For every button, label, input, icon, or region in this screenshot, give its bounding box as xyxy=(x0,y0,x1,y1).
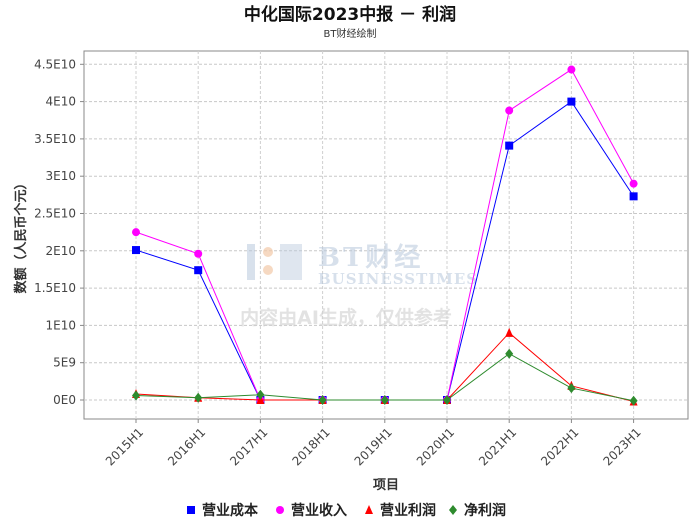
data-point xyxy=(276,506,284,514)
x-axis-ticks: 2015H1 2016H1 2017H1 2018H1 2019H1 2020H1 2021… xyxy=(103,419,644,468)
watermark-ai-notice: 内容由AI生成，仅供参考 xyxy=(240,306,452,329)
data-point xyxy=(629,179,638,188)
plot-area xyxy=(83,50,689,420)
x-tick-label: 2015H1 xyxy=(103,425,146,468)
data-point xyxy=(505,348,514,359)
y-tick-label: 3E10 xyxy=(46,169,77,183)
y-tick-label: 4E10 xyxy=(46,95,77,109)
watermark: BT财经 BUSINESSTIMES 内容由AI生成，仅供参考 xyxy=(240,242,478,329)
watermark-brand-en: BUSINESSTIMES xyxy=(318,270,478,288)
data-point xyxy=(567,97,576,106)
y-tick-label: 1E10 xyxy=(46,318,77,332)
data-point xyxy=(443,395,451,405)
data-point xyxy=(505,141,514,150)
watermark-logo-bar xyxy=(247,244,255,280)
x-tick-label: 2017H1 xyxy=(227,425,270,468)
x-tick-label: 2022H1 xyxy=(538,425,581,468)
legend-label: 营业利润 xyxy=(380,502,436,519)
legend-item: 净利润 xyxy=(449,502,506,519)
series-layer xyxy=(132,65,638,406)
x-tick-label: 2021H1 xyxy=(476,425,519,468)
data-point xyxy=(629,395,638,406)
legend-item: 营业成本 xyxy=(187,502,259,519)
watermark-brand: BT财经 xyxy=(318,242,423,273)
x-tick-label: 2023H1 xyxy=(600,425,643,468)
watermark-logo-block xyxy=(280,244,302,280)
data-point xyxy=(187,506,195,514)
data-point xyxy=(449,505,457,515)
y-tick-label: 5E9 xyxy=(53,356,76,370)
data-point xyxy=(505,327,514,337)
legend-item: 营业利润 xyxy=(365,502,436,519)
x-tick-label: 2016H1 xyxy=(165,425,208,468)
data-point xyxy=(380,395,389,405)
x-tick-label: 2020H1 xyxy=(414,425,457,468)
legend-label: 营业成本 xyxy=(202,502,259,519)
x-axis-title: 项目 xyxy=(373,478,399,493)
y-tick-label: 2E10 xyxy=(46,244,77,258)
data-point xyxy=(194,392,203,403)
data-point xyxy=(132,228,140,237)
data-point xyxy=(318,395,327,405)
watermark-logo-dot xyxy=(263,247,273,257)
x-tick-label: 2019H1 xyxy=(352,425,395,468)
y-axis-ticks: 0E0 5E9 1E10 1.5E10 2E10 2.5E10 3E10 3.5E10 4E10… xyxy=(34,57,84,407)
data-point xyxy=(132,246,140,255)
legend-item: 营业收入 xyxy=(276,502,347,519)
y-tick-label: 2.5E10 xyxy=(34,207,76,221)
legend-label: 净利润 xyxy=(464,502,506,519)
data-point xyxy=(505,106,514,115)
legend-label: 营业收入 xyxy=(291,502,347,519)
watermark-logo-dot xyxy=(263,265,273,275)
y-tick-label: 3.5E10 xyxy=(34,132,76,146)
chart-title: 中化国际2023中报 － 利润 xyxy=(244,4,456,25)
data-point xyxy=(567,65,576,74)
series-diamond xyxy=(132,348,638,406)
x-tick-label: 2018H1 xyxy=(289,425,332,468)
data-point xyxy=(567,383,576,394)
data-point xyxy=(256,389,265,400)
data-point xyxy=(629,192,638,201)
data-point xyxy=(365,505,373,514)
data-point xyxy=(132,390,140,401)
data-point xyxy=(194,249,203,258)
y-tick-label: 1.5E10 xyxy=(34,281,76,295)
y-axis-title: 数额（人民币个元） xyxy=(13,176,29,293)
y-tick-label: 0E0 xyxy=(53,393,76,407)
y-tick-label: 4.5E10 xyxy=(34,57,76,71)
legend: 营业成本 营业收入 营业利润 净利润 xyxy=(187,502,506,519)
chart-subtitle: BT财经绘制 xyxy=(324,27,377,40)
data-point xyxy=(194,266,203,275)
